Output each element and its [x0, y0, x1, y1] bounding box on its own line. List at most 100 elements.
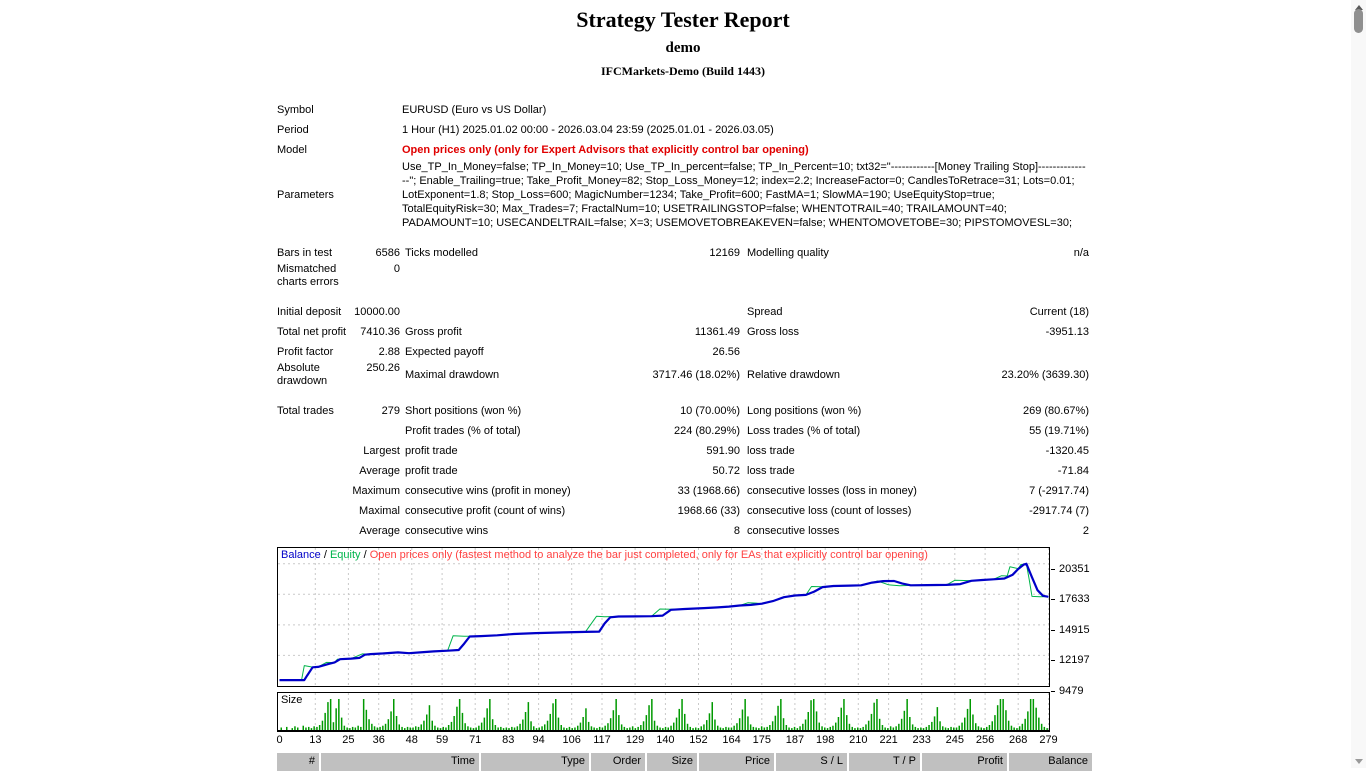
- scroll-down-button[interactable]: [1351, 754, 1366, 768]
- legend-balance: Balance: [281, 549, 321, 561]
- trade-column-header: Price: [699, 753, 774, 771]
- x-axis-label: 175: [752, 734, 772, 746]
- y-tick-mark: [1051, 691, 1055, 692]
- stats-row: Absolute drawdown 250.26 Maximal drawdown 3…: [277, 362, 1089, 388]
- stat-value: 279: [381, 404, 400, 417]
- x-axis-label: 164: [722, 734, 741, 746]
- scroll-up-button[interactable]: [1351, 0, 1366, 14]
- stat-label: Total trades: [277, 404, 334, 417]
- stat-value: Maximal: [359, 504, 400, 517]
- stat-value: 11361.49: [694, 325, 740, 338]
- stat-value: 55 (19.71%): [1029, 424, 1089, 437]
- stat-value: 0: [393, 263, 400, 275]
- stats-row: Maximum consecutive wins (profit in money…: [277, 481, 1089, 501]
- stats-row: Profit trades (% of total) 224 (80.29%) Lo…: [277, 421, 1089, 441]
- stats-cell-group: Mismatched charts errors 0: [277, 263, 400, 289]
- stat-label: Maximal drawdown: [405, 368, 500, 381]
- y-tick-mark: [1051, 568, 1055, 570]
- y-tick-mark: [1051, 629, 1055, 631]
- trade-column-header: Profit: [922, 753, 1007, 771]
- stat-value: Current (18): [1029, 305, 1089, 318]
- stats-row: Total net profit 7410.36 Gross profit 11361…: [277, 322, 1089, 342]
- legend-separator-1: /: [320, 549, 330, 561]
- y-tick-mark: [1051, 660, 1055, 662]
- chart-section: Balance / Equity / Open prices only (fas…: [276, 547, 1090, 747]
- y-axis-label: 20351: [1059, 562, 1090, 575]
- info-label: Model: [277, 144, 307, 156]
- stat-label: Mismatched charts errors: [277, 263, 339, 288]
- x-axis-label: 0: [276, 734, 283, 746]
- stat-label: Long positions (won %): [747, 404, 862, 417]
- x-axis-label: 233: [912, 734, 931, 746]
- trade-column-header: T / P: [849, 753, 920, 771]
- stat-value: 10000.00: [354, 305, 400, 318]
- x-axis-label: 13: [309, 734, 322, 746]
- stat-value: 26.56: [712, 345, 740, 358]
- x-axis-label: 187: [785, 734, 805, 746]
- trade-column-header: Balance: [1009, 753, 1092, 771]
- stat-label: consecutive losses (loss in money): [747, 484, 917, 497]
- stats-row: Average consecutive wins 8 consecutive loss…: [277, 521, 1089, 541]
- stat-label: profit trade: [405, 464, 458, 477]
- stat-label: Relative drawdown: [747, 368, 840, 381]
- stat-label: Gross profit: [405, 325, 462, 338]
- info-label: Parameters: [277, 189, 334, 201]
- stats-cell-group: Maximum: [277, 485, 400, 498]
- stats-table: Bars in test 6586 Ticks modelled 12169 Model…: [277, 243, 1089, 541]
- stats-row: Largest profit trade 591.90 loss trade -1320…: [277, 441, 1089, 461]
- stat-label: loss trade: [747, 464, 795, 477]
- stat-value: Average: [359, 524, 400, 537]
- x-axis-label: 36: [372, 734, 385, 746]
- size-plot: [280, 693, 1049, 730]
- stat-value: 10 (70.00%): [680, 404, 740, 417]
- info-row: Model Open prices only (only for Expert A…: [277, 140, 1089, 160]
- stat-value: Largest: [363, 444, 400, 457]
- report-container: Strategy Tester Report demo IFCMarkets-D…: [276, 0, 1090, 747]
- arrow-down-icon: [1354, 758, 1363, 764]
- x-axis-label: 210: [849, 734, 868, 746]
- info-label: Symbol: [277, 104, 314, 116]
- stat-value: Average: [359, 464, 400, 477]
- x-axis-label: 71: [469, 734, 482, 746]
- stats-row: Total trades 279 Short positions (won %) 10…: [277, 401, 1089, 421]
- stat-value: n/a: [1073, 246, 1089, 259]
- x-axis-label: 140: [656, 734, 675, 746]
- stat-label: Profit factor: [277, 345, 334, 358]
- y-axis-label: 9479: [1059, 685, 1084, 697]
- stat-value: 12169: [709, 246, 740, 259]
- stats-cell-group: Initial deposit 10000.00: [277, 306, 400, 319]
- scrollbar-thumb[interactable]: [1354, 9, 1363, 33]
- stat-label: Modelling quality: [747, 246, 829, 259]
- info-value: 1 Hour (H1) 2025.01.02 00:00 - 2026.03.0…: [402, 124, 774, 136]
- stat-label: Expected payoff: [405, 345, 484, 358]
- x-axis-label: 117: [593, 734, 611, 746]
- stats-cell-group: Total trades 279: [277, 405, 400, 418]
- y-axis-label: 17633: [1059, 593, 1090, 606]
- x-axis-label: 152: [689, 734, 708, 746]
- y-tick-mark: [1051, 599, 1055, 601]
- x-axis-label: 129: [625, 734, 645, 746]
- x-axis-labels: 0 13 25 36 48 59 71 83 94 106 117 129 140 152 164 175 18…: [276, 734, 1058, 747]
- x-axis-label: 279: [1039, 734, 1058, 746]
- stat-label: Ticks modelled: [405, 246, 478, 259]
- stats-cell-group: Profit factor 2.88: [277, 346, 400, 359]
- stat-value: 269 (80.67%): [1022, 404, 1089, 417]
- info-value: Open prices only (only for Expert Adviso…: [402, 144, 809, 156]
- stat-label: Total net profit: [277, 325, 347, 338]
- stat-value: -1320.45: [1045, 444, 1089, 457]
- info-table: Symbol EURUSD (Euro vs US Dollar) Period 1 …: [277, 100, 1089, 230]
- expert-name: demo: [665, 40, 701, 56]
- scrollbar[interactable]: [1351, 0, 1366, 768]
- balance-equity-chart: Balance / Equity / Open prices only (fas…: [277, 547, 1050, 687]
- stat-value: 6586: [375, 246, 400, 259]
- stat-value: 224 (80.29%): [673, 424, 740, 437]
- info-label: Period: [277, 124, 309, 136]
- stat-label: Profit trades (% of total): [405, 424, 521, 437]
- stat-label: consecutive profit (count of wins): [405, 504, 566, 517]
- stat-value: 2: [1082, 524, 1089, 537]
- chart-legend: Balance / Equity / Open prices only (fas…: [281, 549, 928, 561]
- info-row: Period 1 Hour (H1) 2025.01.02 00:00 - 202…: [277, 120, 1089, 140]
- stats-row: Mismatched charts errors 0: [277, 263, 1089, 289]
- stats-cell-group: Absolute drawdown 250.26: [277, 362, 400, 388]
